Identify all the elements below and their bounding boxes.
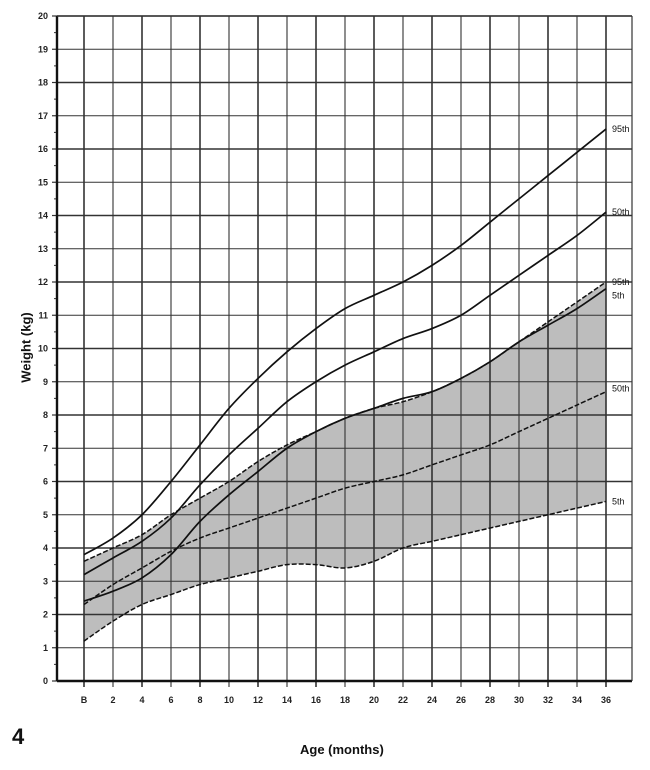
x-tick-label: 16 [311,695,321,705]
x-tick-label: 18 [340,695,350,705]
x-tick-label: 10 [224,695,234,705]
x-tick-label: 14 [282,695,292,705]
x-tick-label: 30 [514,695,524,705]
x-tick-label: 26 [456,695,466,705]
y-tick-label: 2 [43,610,48,620]
x-tick-label: 32 [543,695,553,705]
y-tick-label: 0 [43,676,48,686]
y-tick-label: 3 [43,576,48,586]
y-tick-label: 4 [43,543,48,553]
y-tick-label: 5 [43,510,48,520]
series-50th-shaded-band [83,391,607,606]
y-tick-label: 14 [38,211,48,221]
x-tick-label: 2 [110,695,115,705]
chart-series [83,128,607,642]
x-tick-label: 34 [572,695,582,705]
x-tick-label: 8 [197,695,202,705]
x-axis-title: Age (months) [300,742,384,757]
y-tick-label: 18 [38,78,48,88]
series-50th [83,211,607,576]
curve-label: 50th [612,383,630,393]
curve-label: 50th [612,207,630,217]
x-tick-label: 24 [427,695,437,705]
y-tick-label: 9 [43,377,48,387]
y-tick-label: 7 [43,443,48,453]
series-95th [83,128,607,556]
x-tick-label: 28 [485,695,495,705]
curve-label: 5th [612,496,625,506]
y-axis-title: Weight (kg) [18,312,34,383]
y-tick-label: 8 [43,410,48,420]
x-tick-label: 6 [168,695,173,705]
y-tick-label: 11 [38,310,48,320]
y-tick-label: 15 [38,177,48,187]
x-tick-label: 12 [253,695,263,705]
y-tick-label: 17 [38,111,48,121]
x-tick-label: 4 [139,695,144,705]
x-tick-label: 22 [398,695,408,705]
y-tick-label: 1 [43,643,48,653]
curve-label: 5th [612,290,625,300]
x-tick-label: B [81,695,88,705]
y-tick-label: 20 [38,11,48,21]
chart-axes [52,15,633,683]
y-tick-label: 16 [38,144,48,154]
x-tick-label: 36 [601,695,611,705]
y-tick-label: 10 [38,344,48,354]
curve-labels: 95th 50th 95th 5th 50th 5th [612,124,630,506]
figure-number: 4 [12,724,25,749]
y-tick-label: 12 [38,277,48,287]
x-axis-tick-labels: B 2 4 6 8 10 12 14 16 18 20 22 24 26 28 30 32 34 36 [81,695,611,705]
curve-label: 95th [612,124,630,134]
series-5th-shaded-band-lower [83,500,607,642]
y-tick-label: 19 [38,44,48,54]
y-tick-label: 13 [38,244,48,254]
curve-label: 95th [612,277,630,287]
y-tick-label: 6 [43,477,48,487]
chart-grid [57,15,632,687]
x-tick-label: 20 [369,695,379,705]
series-95th-shaded-band-upper [83,281,607,562]
